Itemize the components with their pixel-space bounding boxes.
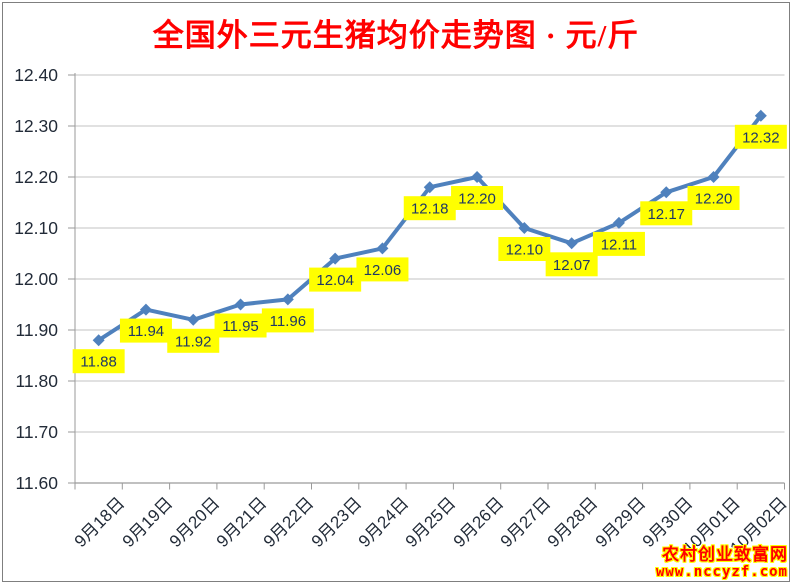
watermark: 农村创业致富网 www.nccyzf.com [656,546,788,580]
data-label: 12.18 [411,201,449,218]
data-label-box [451,186,504,210]
y-axis-label: 11.90 [16,320,59,340]
data-label: 11.92 [175,333,211,350]
y-axis-label: 12.10 [14,218,58,238]
data-label-box [214,313,267,338]
data-label: 11.95 [222,318,258,335]
data-label: 11.96 [270,313,306,330]
data-point-marker [234,298,247,311]
y-axis-label: 11.80 [16,371,59,391]
data-label-box [119,318,172,343]
data-label: 12.20 [458,191,496,208]
data-label: 12.06 [364,262,402,279]
data-point-marker [707,171,720,183]
data-label: 12.11 [601,236,637,253]
data-point-marker [612,216,625,229]
data-label: 12.17 [647,206,685,223]
data-point-marker [518,222,531,234]
data-point-marker [376,242,389,255]
data-label-box [498,237,551,261]
data-label-box [309,267,362,292]
y-axis-label: 12.20 [14,167,58,187]
data-label-box [261,308,314,333]
data-point-marker [281,293,294,306]
data-label-box [545,252,598,277]
data-point-marker [660,186,673,199]
chart-title: 全国外三元生猪均价走势图 · 元/斤 [152,18,640,53]
data-point-marker [565,237,578,250]
data-point-marker [329,252,342,265]
data-label: 11.88 [80,354,116,371]
data-label-box [403,196,456,221]
data-label: 12.20 [695,191,733,208]
data-point-marker [423,181,436,194]
y-axis-label: 12.00 [14,269,58,289]
data-point-marker [139,303,152,316]
data-label-box [356,257,409,282]
data-point-marker [187,313,200,326]
data-label: 12.10 [506,242,544,259]
data-label-box [167,328,220,353]
y-axis-label: 12.30 [14,116,58,136]
watermark-site-url: www.nccyzf.com [655,563,788,580]
data-label-box [72,349,125,374]
data-point-marker [471,171,484,183]
data-point-marker [92,334,105,347]
data-point-marker [754,109,767,122]
data-label: 12.04 [316,272,354,289]
data-label-box [640,201,693,226]
watermark-site-name: 农村创业致富网 [662,545,788,564]
y-axis-label: 11.70 [16,422,59,442]
data-label: 12.07 [553,257,591,274]
data-label-box [734,124,787,149]
y-axis-label: 12.40 [14,65,58,85]
data-label-box [687,186,740,210]
y-axis-label: 11.60 [16,473,59,493]
data-label-box [592,231,645,256]
data-label: 11.94 [128,323,164,340]
data-label: 12.32 [742,129,780,146]
